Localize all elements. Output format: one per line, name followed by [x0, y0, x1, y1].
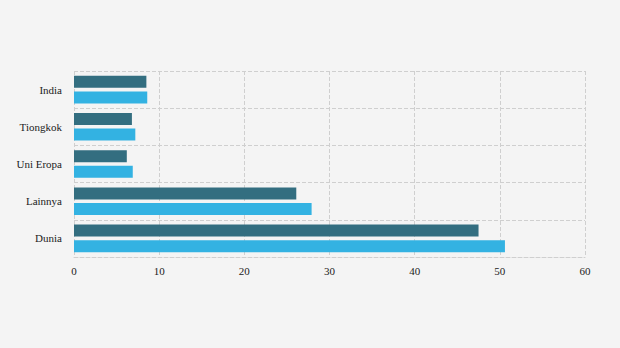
svg-text:0: 0 [71, 265, 77, 277]
svg-text:60: 60 [580, 265, 592, 277]
svg-text:40: 40 [409, 265, 421, 277]
svg-text:20: 20 [239, 265, 251, 277]
svg-text:Tiongkok: Tiongkok [20, 121, 63, 133]
svg-text:50: 50 [494, 265, 506, 277]
svg-text:Dunia: Dunia [35, 232, 62, 244]
svg-text:30: 30 [324, 265, 336, 277]
svg-text:Lainnya: Lainnya [26, 195, 62, 207]
svg-text:10: 10 [154, 265, 166, 277]
svg-text:India: India [39, 84, 62, 96]
svg-text:Uni Eropa: Uni Eropa [16, 158, 62, 170]
